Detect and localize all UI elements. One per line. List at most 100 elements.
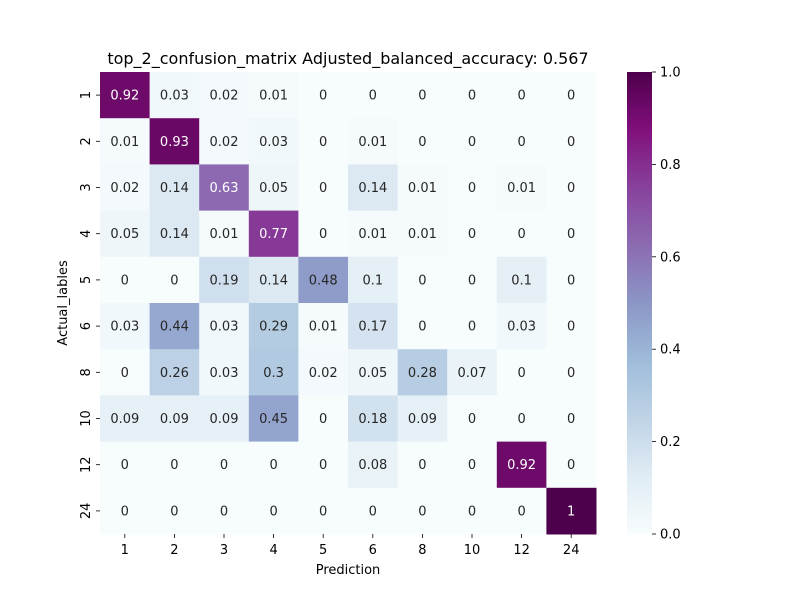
cell-value-label: 0 [418,320,426,335]
heatmap-cell [496,256,547,304]
cell-value-label: 0 [567,320,575,335]
y-tick-label: 12 [79,456,94,473]
heatmap-cell [199,395,250,443]
cell-value-label: 0.09 [110,412,139,427]
heatmap-cell [298,441,349,489]
heatmap-cell [298,164,349,212]
cell-value-label: 0.48 [309,273,338,288]
colorbar-tick-label: 1.0 [660,66,681,81]
cell-value-label: 0.05 [259,181,288,196]
y-tick-label: 1 [79,91,94,99]
heatmap-cell [348,395,399,443]
cell-value-label: 0 [369,89,377,104]
heatmap-cell [199,487,250,535]
cell-value-label: 0 [269,458,277,473]
x-tick-label: 6 [369,543,377,558]
cell-value-label: 0 [220,504,228,519]
cell-value-label: 0.14 [358,181,387,196]
colorbar: 0.0 0.2 0.4 0.6 0.8 1.0 [627,66,681,543]
cell-value-label: 0.17 [358,320,387,335]
heatmap-cell [149,256,200,304]
cell-value-label: 0.19 [210,273,239,288]
cell-value-label: 0 [468,273,476,288]
x-tick-label: 2 [170,543,178,558]
cell-value-label: 0.01 [408,181,437,196]
heatmap-cell [348,303,399,350]
heatmap-cell [248,210,299,258]
cell-value-label: 0 [170,273,178,288]
cell-value-label: 0.03 [210,320,239,335]
cell-value-label: 0 [468,504,476,519]
heatmap-cell [248,118,299,165]
x-axis-label: Prediction [316,563,381,578]
cell-value-label: 0.03 [507,320,536,335]
heatmap-cell [298,303,349,350]
cell-value-label: 0.08 [358,458,387,473]
heatmap-cell [298,118,349,165]
cell-value-label: 0.45 [259,412,288,427]
cell-value-label: 0 [567,366,575,381]
heatmap-cell [100,256,151,304]
y-tick-label: 6 [79,322,94,330]
heatmap-cell [100,303,151,350]
cell-value-label: 0.14 [259,273,288,288]
heatmap-cell [447,395,498,443]
heatmap-cell [248,441,299,489]
cell-value-label: 0 [567,273,575,288]
cell-value-label: 0 [517,504,525,519]
cell-value-label: 0.18 [358,412,387,427]
heatmap-cell [447,210,498,258]
cell-value-label: 0 [567,458,575,473]
heatmap-cell [397,210,448,258]
cell-value-label: 0 [319,412,327,427]
cell-value-label: 1 [567,504,575,519]
cell-value-label: 0.01 [507,181,536,196]
cell-value-label: 0 [121,273,129,288]
cell-value-label: 0.63 [210,181,239,196]
x-tick-label: 12 [513,543,530,558]
cell-value-label: 0.05 [110,227,139,242]
heatmap-cell [248,349,299,396]
cell-value-label: 0.14 [160,181,189,196]
cell-value-label: 0.03 [110,320,139,335]
cell-value-label: 0 [319,89,327,104]
cell-value-label: 0.1 [362,273,383,288]
y-tick-label: 3 [79,183,94,191]
colorbar-tick-label: 0.4 [660,343,681,358]
heatmap-cell [397,256,448,304]
cell-value-label: 0.02 [309,366,338,381]
heatmap-cell [348,210,399,258]
colorbar-tick-label: 0.2 [660,435,681,450]
heatmap-cell [348,72,399,119]
heatmap-cell [397,72,448,119]
x-tick-label: 8 [418,543,426,558]
cell-value-label: 0 [468,181,476,196]
cell-value-label: 0.01 [309,320,338,335]
cell-value-label: 0 [269,504,277,519]
heatmap-cell [397,118,448,165]
heatmap-cell [447,256,498,304]
cell-value-label: 0 [567,181,575,196]
heatmap-cell [447,441,498,489]
heatmap-cell [298,349,349,396]
heatmap-cell [199,164,250,212]
heatmap-cell [100,487,151,535]
heatmap-cell [248,164,299,212]
cell-value-label: 0.02 [210,135,239,150]
heatmap-cell [546,487,597,535]
heatmap-cell [100,349,151,396]
heatmap-cell [100,441,151,489]
heatmap-cell [397,487,448,535]
heatmap-cell [397,395,448,443]
cell-value-label: 0.09 [408,412,437,427]
heatmap-cell [199,256,250,304]
heatmap-cell [298,256,349,304]
heatmap-cell [348,164,399,212]
heatmap-cell [348,118,399,165]
cell-value-label: 0.14 [160,227,189,242]
heatmap-cell [348,441,399,489]
heatmap-cell [248,487,299,535]
cell-value-label: 0 [468,320,476,335]
